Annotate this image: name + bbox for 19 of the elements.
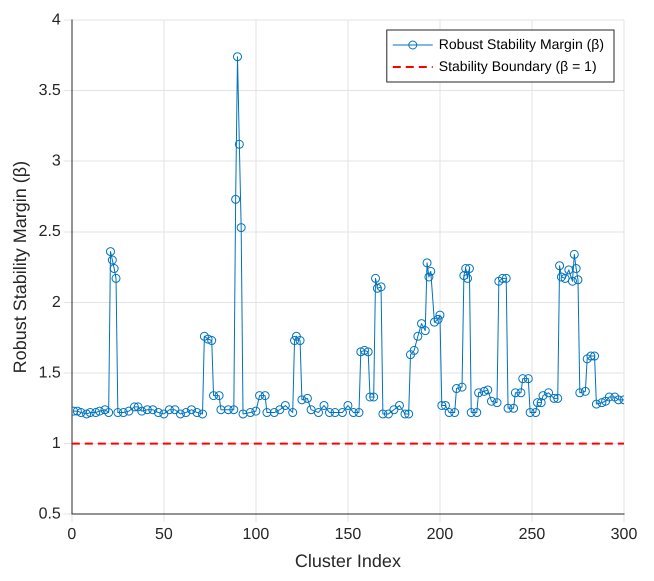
y-tick-label: 0.5 [38,506,61,523]
y-axis-title: Robust Stability Margin (β) [10,160,30,374]
x-tick-label: 150 [334,526,362,544]
x-tick-label: 0 [67,526,76,544]
x-tick-label: 300 [610,526,638,544]
y-tick-label: 2 [52,294,61,311]
y-tick-label: 1.5 [38,364,61,382]
x-tick-label: 200 [426,526,454,544]
y-tick-label: 2.5 [38,223,61,240]
y-tick-label: 4 [52,11,61,28]
legend-label: Stability Boundary (β = 1) [438,58,597,74]
y-tick-label: 3 [52,152,61,170]
x-tick-label: 250 [518,526,546,544]
legend-label: Robust Stability Margin (β) [438,36,604,52]
x-tick-label: 100 [242,526,270,544]
y-tick-label: 3.5 [38,82,61,100]
y-tick-label: 1 [52,435,61,452]
x-tick-label: 50 [154,526,173,544]
x-axis-title: Cluster Index [294,551,401,572]
